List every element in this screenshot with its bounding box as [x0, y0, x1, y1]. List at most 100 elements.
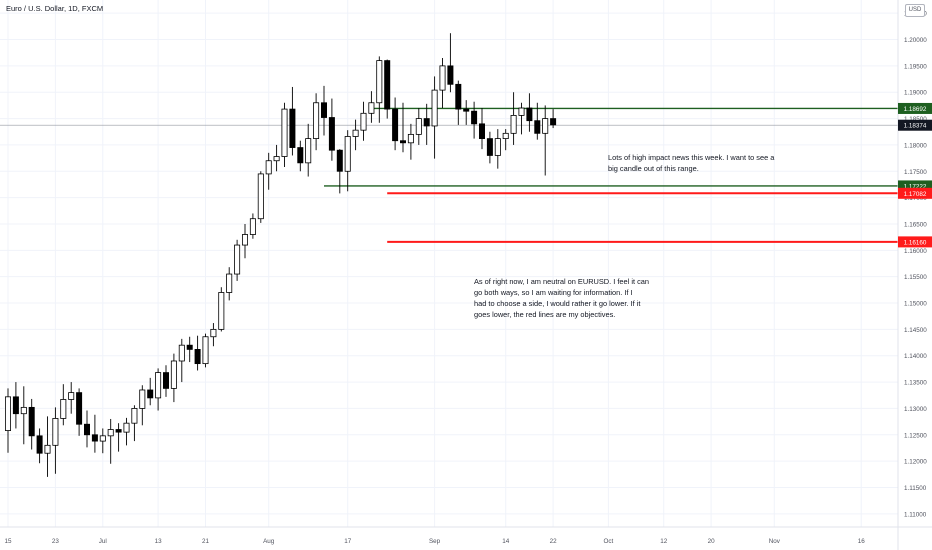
candle-body: [336, 149, 343, 172]
candle-body: [178, 344, 185, 362]
annotation-note-1[interactable]: Lots of high impact news this week. I wa…: [608, 153, 775, 173]
y-tick-label: 1.19000: [904, 90, 927, 97]
candle-body: [115, 429, 122, 433]
candle-body: [139, 389, 146, 409]
candle-body: [123, 422, 130, 433]
candle-body: [170, 360, 177, 389]
x-tick-label: 15: [4, 538, 12, 545]
candle-body: [471, 110, 478, 125]
candle-body: [131, 408, 138, 424]
candle-body: [407, 133, 414, 144]
y-tick-label: 1.18500: [904, 116, 927, 123]
candle-body: [36, 435, 43, 454]
candle-body: [447, 65, 454, 85]
price-tag-label: 1.17082: [904, 191, 927, 198]
candle-body: [20, 406, 27, 415]
candle-body: [273, 156, 280, 162]
x-tick-label: 14: [502, 538, 510, 545]
y-tick-label: 1.13000: [904, 406, 927, 413]
candle-body: [305, 138, 312, 164]
candle-body: [399, 140, 406, 144]
candle-body: [44, 444, 51, 454]
y-tick-label: 1.20000: [904, 37, 927, 44]
y-tick-label: 1.11500: [904, 485, 927, 492]
candle-body: [52, 418, 59, 446]
y-tick-label: 1.19500: [904, 63, 927, 70]
candle-body: [368, 102, 375, 114]
candle-body: [328, 117, 335, 151]
candles: [5, 33, 557, 477]
candle-body: [289, 108, 296, 148]
x-tick-label: 12: [660, 538, 668, 545]
x-tick-label: 16: [858, 538, 866, 545]
x-tick-label: Jul: [99, 538, 107, 545]
candle-body: [526, 107, 533, 122]
candle-body: [91, 434, 98, 442]
y-tick-label: 1.15000: [904, 301, 927, 308]
candle-body: [494, 138, 501, 156]
y-tick-label: 1.16000: [904, 248, 927, 255]
price-tag: [898, 187, 932, 199]
candle-body: [210, 328, 217, 338]
candle-body: [415, 118, 422, 135]
candle-body: [162, 372, 169, 389]
candle-body: [550, 118, 557, 126]
x-tick-label: Nov: [769, 538, 781, 545]
x-tick-label: Aug: [263, 538, 275, 545]
price-tag-label: 1.16160: [904, 239, 927, 246]
candle-body: [147, 389, 154, 399]
candle-body: [12, 396, 19, 415]
candle-body: [439, 65, 446, 91]
price-tag-label: 1.17222: [904, 183, 927, 190]
candle-body: [423, 118, 430, 127]
candle-body: [431, 89, 438, 127]
price-tag: [898, 102, 932, 114]
candle-body: [463, 108, 470, 112]
y-tick-label: 1.11000: [904, 511, 927, 518]
y-tick-label: 1.15500: [904, 274, 927, 281]
x-tick-label: Oct: [604, 538, 614, 545]
candle-body: [534, 120, 541, 134]
candle-body: [344, 136, 351, 172]
x-tick-label: Sep: [429, 538, 441, 545]
x-tick-label: 13: [155, 538, 163, 545]
x-tick-label: 17: [344, 538, 352, 545]
candle-body: [99, 435, 106, 442]
y-tick-label: 1.14000: [904, 353, 927, 360]
horizontal-levels: [324, 107, 898, 243]
y-tick-label: 1.16500: [904, 221, 927, 228]
candle-body: [502, 132, 509, 140]
x-tick-label: 21: [202, 538, 210, 545]
candle-body: [76, 392, 83, 425]
y-tick-label: 1.17500: [904, 169, 927, 176]
candle-body: [186, 344, 193, 350]
candle-body: [392, 108, 399, 142]
price-axis[interactable]: 1.11000 1.11500 1.12000 1.12500 1.13000 1.135…: [904, 11, 927, 519]
candle-body: [194, 349, 201, 365]
candle-body: [202, 336, 209, 365]
candle-body: [234, 244, 241, 275]
candle-body: [478, 123, 485, 140]
candle-body: [249, 218, 256, 235]
price-tag: [898, 180, 932, 192]
candle-body: [542, 118, 549, 134]
candle-body: [384, 60, 391, 110]
y-tick-label: 1.13500: [904, 380, 927, 387]
candle-body: [376, 60, 383, 104]
x-tick-label: 20: [708, 538, 716, 545]
candle-body: [510, 115, 517, 134]
currency-button[interactable]: USD: [905, 4, 925, 17]
candle-body: [455, 83, 462, 110]
candle-body: [360, 112, 367, 131]
annotation-note-2[interactable]: As of right now, I am neutral on EURUSD.…: [474, 277, 649, 319]
time-axis[interactable]: 15 23 Jul 13 21 Aug 17 Sep 14 22 Oct 12 20 Nov 16: [4, 538, 865, 545]
candle-body: [84, 423, 91, 436]
price-tag-label: 1.18692: [904, 106, 927, 113]
candle-body: [241, 234, 248, 246]
y-tick-label: 1.18000: [904, 142, 927, 149]
price-tag: [898, 119, 932, 131]
candle-body: [518, 107, 525, 116]
y-tick-label: 1.12500: [904, 432, 927, 439]
candle-body: [257, 173, 264, 220]
